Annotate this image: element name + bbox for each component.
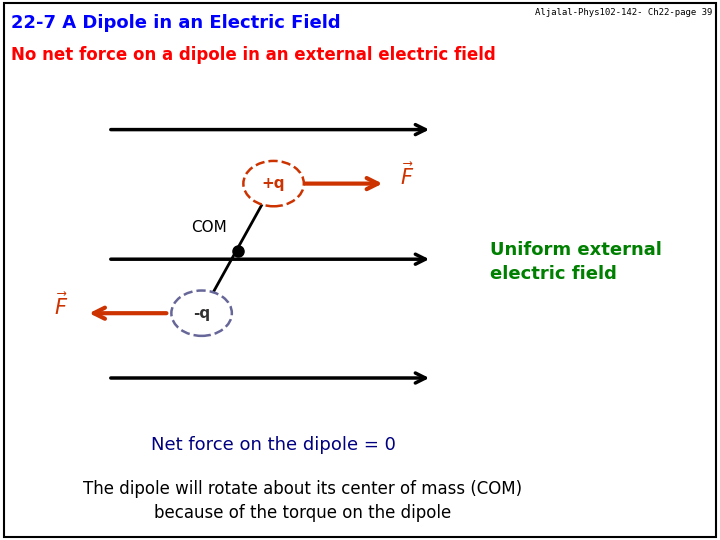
Text: Uniform external
electric field: Uniform external electric field: [490, 241, 662, 283]
Text: COM: COM: [191, 220, 227, 235]
Text: -q: -q: [193, 306, 210, 321]
Text: $\vec{F}$: $\vec{F}$: [54, 292, 68, 319]
Circle shape: [171, 291, 232, 336]
Text: $\vec{F}$: $\vec{F}$: [400, 162, 414, 189]
Text: Net force on the dipole = 0: Net force on the dipole = 0: [151, 436, 396, 455]
Text: +q: +q: [262, 176, 285, 191]
Circle shape: [243, 161, 304, 206]
Text: The dipole will rotate about its center of mass (COM): The dipole will rotate about its center …: [83, 480, 522, 498]
Text: Aljalal-Phys102-142- Ch22-page 39: Aljalal-Phys102-142- Ch22-page 39: [536, 8, 713, 17]
Text: because of the torque on the dipole: because of the torque on the dipole: [154, 504, 451, 522]
Text: No net force on a dipole in an external electric field: No net force on a dipole in an external …: [11, 46, 495, 64]
Text: 22-7 A Dipole in an Electric Field: 22-7 A Dipole in an Electric Field: [11, 14, 341, 31]
